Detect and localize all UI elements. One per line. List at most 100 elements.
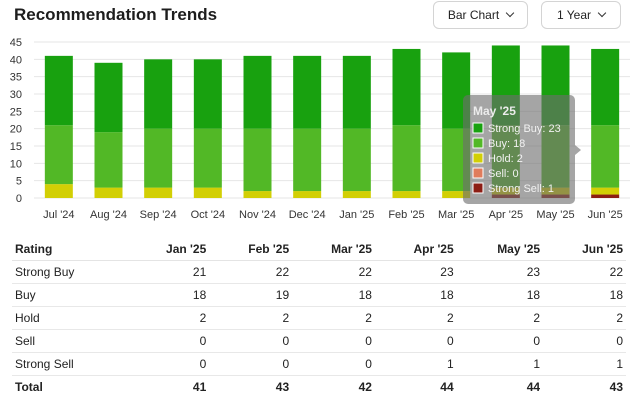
y-tick-label: 40 xyxy=(10,54,22,66)
table-cell: 0 xyxy=(127,329,210,353)
tooltip-swatch xyxy=(472,152,484,164)
tooltip-line: Hold: 2 xyxy=(488,153,523,165)
bar-hold xyxy=(243,191,272,198)
table-header-row: Rating Jan '25 Feb '25 Mar '25 Apr '25 May '2… xyxy=(12,238,626,261)
y-tick-label: 45 xyxy=(10,37,22,49)
bar-buy xyxy=(591,125,620,188)
bar-strong-sell xyxy=(591,194,620,198)
table-cell: 22 xyxy=(543,260,626,284)
table-cell: 18 xyxy=(374,283,457,307)
total-cell: 41 xyxy=(192,380,207,394)
table-cell: 1 xyxy=(456,352,544,376)
column-header-month: Feb '25 xyxy=(209,238,293,261)
y-tick-label: 0 xyxy=(16,193,22,205)
chart-title: Recommendation Trends xyxy=(14,5,218,24)
bar-strong-buy xyxy=(243,55,272,129)
table-row: Sell 0 0 0 0 0 0 xyxy=(12,329,626,353)
table-cell: 18 xyxy=(292,283,375,307)
chart-type-value: Bar Chart xyxy=(447,8,500,22)
table-cell: 19 xyxy=(209,283,293,307)
bar-hold xyxy=(193,187,222,198)
bar-hold xyxy=(591,187,620,195)
table-cell: 1 xyxy=(543,352,626,376)
total-label: Total xyxy=(15,380,43,394)
row-label: Sell xyxy=(12,329,128,353)
table-cell: 23 xyxy=(374,260,457,284)
bar-strong-buy xyxy=(342,55,371,129)
tooltip-swatch xyxy=(472,122,484,134)
x-tick-label: Feb '25 xyxy=(388,209,424,221)
total-cell: 44 xyxy=(440,380,454,394)
bar-strong-buy xyxy=(392,48,421,126)
table-cell: 23 xyxy=(456,260,544,284)
table-cell: 2 xyxy=(127,306,210,330)
x-tick-label: Oct '24 xyxy=(191,209,226,221)
y-tick-label: 15 xyxy=(10,141,22,153)
chart-type-dropdown[interactable]: Bar Chart xyxy=(433,1,528,29)
tooltip-swatch xyxy=(472,137,484,149)
bar-strong-buy xyxy=(193,59,222,129)
table-cell: 2 xyxy=(209,306,293,330)
bar-hold xyxy=(144,187,173,198)
column-header-month: May '25 xyxy=(456,238,544,261)
table-cell: 2 xyxy=(543,306,626,330)
table-cell: 0 xyxy=(292,352,375,376)
table-cell: 21 xyxy=(127,260,210,284)
bar-buy xyxy=(94,132,123,188)
tooltip-swatch xyxy=(472,167,484,179)
tooltip-line: Strong Buy: 23 xyxy=(488,123,561,135)
column-header-rating: Rating xyxy=(12,238,128,261)
row-label: Hold xyxy=(12,306,128,330)
total-cell: 42 xyxy=(358,380,372,394)
row-label: Strong Sell xyxy=(12,352,128,376)
x-tick-label: Jun '25 xyxy=(588,209,623,221)
column-header-month: Mar '25 xyxy=(292,238,375,261)
x-tick-label: Apr '25 xyxy=(489,209,524,221)
bar-strong-buy xyxy=(94,62,123,133)
column-header-month: Jun '25 xyxy=(543,238,626,261)
table-cell: 0 xyxy=(374,329,457,353)
bar-buy xyxy=(193,128,222,188)
x-tick-label: May '25 xyxy=(536,209,574,221)
column-header-month: Apr '25 xyxy=(374,238,457,261)
x-tick-label: Mar '25 xyxy=(438,209,474,221)
bar-strong-buy xyxy=(144,59,173,129)
x-tick-label: Nov '24 xyxy=(239,209,276,221)
table-row: Strong Sell 0 0 0 1 1 1 xyxy=(12,352,626,376)
table-cell: 1 xyxy=(374,352,457,376)
x-tick-label: Jul '24 xyxy=(43,209,74,221)
bar-strong-buy xyxy=(293,55,322,129)
table-cell: 0 xyxy=(209,352,293,376)
table-cell: 0 xyxy=(456,329,544,353)
tooltip-swatch xyxy=(472,182,484,194)
bar-buy xyxy=(144,128,173,188)
period-dropdown[interactable]: 1 Year xyxy=(541,1,621,29)
bar-hold xyxy=(94,187,123,198)
table-cell: 2 xyxy=(456,306,544,330)
y-tick-label: 25 xyxy=(10,106,22,118)
y-tick-label: 35 xyxy=(10,72,22,84)
tooltip-box xyxy=(463,95,575,204)
bar-hold xyxy=(293,191,322,198)
table-row: Strong Buy 21 22 22 23 23 22 xyxy=(12,260,626,284)
table-cell: 0 xyxy=(292,329,375,353)
tooltip-line: Strong Sell: 1 xyxy=(488,183,554,195)
bar-hold xyxy=(442,191,471,198)
y-tick-label: 30 xyxy=(10,89,22,101)
table-cell: 18 xyxy=(456,283,544,307)
tooltip-line: Sell: 0 xyxy=(488,168,519,180)
table-cell: 22 xyxy=(209,260,293,284)
bar-strong-buy xyxy=(591,48,620,126)
total-cell: 43 xyxy=(609,380,623,394)
recommendation-table: Rating Jan '25 Feb '25 Mar '25 Apr '25 May '2… xyxy=(12,238,626,398)
y-tick-label: 20 xyxy=(10,124,22,136)
recommendation-bar-chart: 0 5 10 15 20 25 30 35 40 45 Jul '24 Aug '24 Sep '24 O… xyxy=(10,37,630,221)
y-tick-label: 5 xyxy=(16,176,22,188)
bar-buy xyxy=(293,128,322,192)
table-cell: 2 xyxy=(374,306,457,330)
table-cell: 22 xyxy=(292,260,375,284)
tooltip-title: May '25 xyxy=(473,104,516,118)
bar-hold xyxy=(392,191,421,198)
period-value: 1 Year xyxy=(556,8,592,22)
total-row: Total 41 43 42 44 44 43 xyxy=(12,376,626,399)
